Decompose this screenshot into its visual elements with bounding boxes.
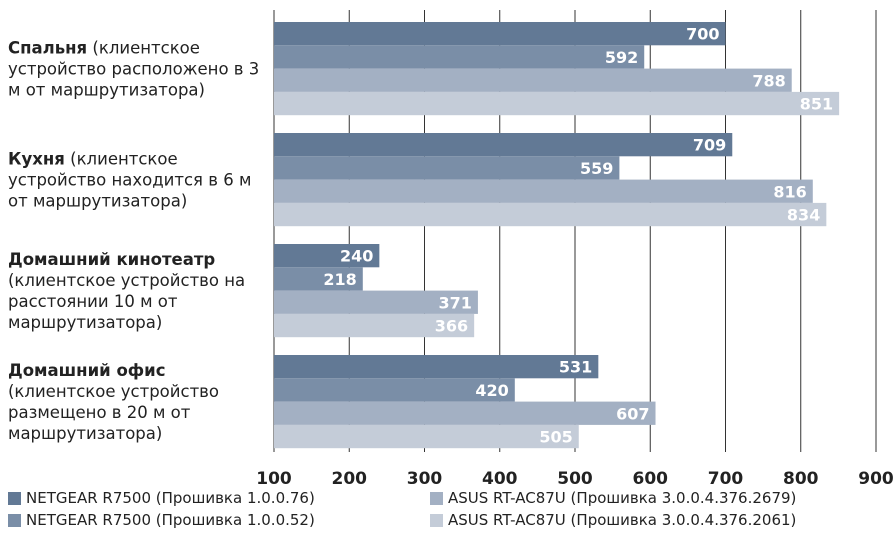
bar [274,156,620,180]
legend-label: ASUS RT-AC87U (Прошивка 3.0.0.4.376.2061… [448,511,797,529]
legend-swatch [430,491,443,505]
legend-swatch [430,513,443,527]
x-tick-label: 400 [482,469,518,489]
value-label: 851 [800,95,833,114]
category-label: Кухня (клиентское устройство находится в… [8,148,270,211]
x-tick-label: 900 [858,469,893,489]
category-note: (клиентское устройство размещено в 20 м … [8,381,219,443]
category-note: (клиентское устройство расположено в 3 м… [8,38,260,100]
legend-label: NETGEAR R7500 (Прошивка 1.0.0.76) [26,489,315,507]
category-name: Спальня [8,38,88,58]
legend-item: NETGEAR R7500 (Прошивка 1.0.0.76) [8,489,315,507]
x-tick-label: 200 [332,469,368,489]
value-label: 592 [605,48,638,67]
value-label: 371 [439,293,472,312]
category-name: Кухня [8,149,65,169]
bar [274,91,840,116]
bar [274,202,827,227]
legend-swatch [8,491,21,505]
category-name: Домашний офис [8,360,166,380]
legend-swatch [8,513,21,527]
category-name: Домашний кинотеатр [8,249,216,269]
category-note: (клиентское устройство находится в 6 м о… [8,149,252,211]
bar [274,133,733,157]
legend-item: ASUS RT-AC87U (Прошивка 3.0.0.4.376.2061… [430,511,796,529]
bar [274,179,813,203]
value-label: 709 [693,136,726,155]
x-tick-label: 100 [256,469,292,489]
legend-item: NETGEAR R7500 (Прошивка 1.0.0.52) [8,511,315,529]
legend-label: NETGEAR R7500 (Прошивка 1.0.0.52) [26,511,315,529]
category-label: Домашний кинотеатр (клиентское устройств… [8,249,270,333]
bar [274,401,656,425]
value-label: 834 [787,206,820,225]
category-label: Домашний офис (клиентское устройство раз… [8,360,270,444]
bar [274,313,475,338]
value-label: 531 [559,358,592,377]
value-label: 366 [435,317,468,336]
category-note: (клиентское устройство на расстоянии 10 … [8,270,246,332]
bar [274,378,515,402]
legend-item: ASUS RT-AC87U (Прошивка 3.0.0.4.376.2679… [430,489,796,507]
value-label: 788 [752,71,785,90]
x-tick-label: 300 [407,469,443,489]
x-tick-label: 600 [633,469,669,489]
value-label: 607 [616,404,649,423]
value-label: 218 [323,270,356,289]
value-label: 505 [539,428,572,447]
bar [274,355,599,379]
bar [274,68,792,92]
bar [274,45,645,69]
value-label: 816 [773,182,806,201]
bar [274,267,363,291]
x-tick-label: 800 [783,469,819,489]
x-tick-label: 700 [708,469,744,489]
category-label: Спальня (клиентское устройство расположе… [8,37,270,100]
bar [274,290,478,314]
value-label: 420 [475,381,508,400]
value-label: 240 [340,247,373,266]
value-label: 559 [580,159,613,178]
value-label: 700 [686,25,719,44]
bar [274,22,726,46]
x-tick-label: 500 [557,469,593,489]
bar [274,244,380,268]
legend-label: ASUS RT-AC87U (Прошивка 3.0.0.4.376.2679… [448,489,797,507]
bar [274,424,579,449]
